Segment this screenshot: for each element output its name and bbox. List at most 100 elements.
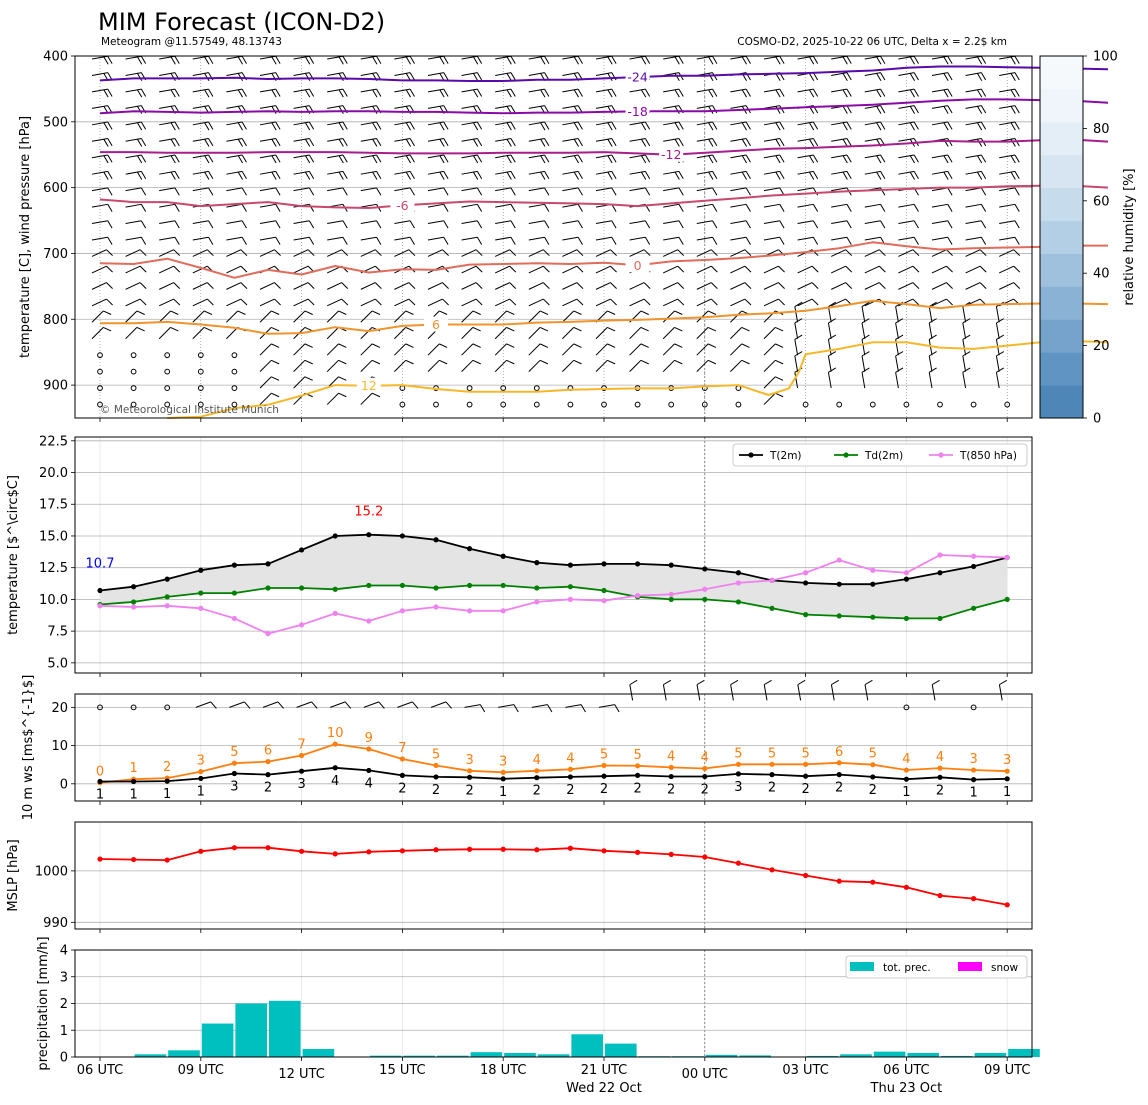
wind-barb <box>479 704 486 713</box>
wind-barb <box>763 282 779 290</box>
gust-value-label: 5 <box>869 747 877 762</box>
wind-barb <box>472 359 481 365</box>
wind-barb <box>962 306 967 323</box>
wind-barb <box>107 154 113 163</box>
wind-barb <box>528 121 545 126</box>
mean-wind-point <box>903 776 910 782</box>
wind-barb <box>494 265 510 274</box>
wind-barb <box>125 249 141 257</box>
temp-legend-label: T(2m) <box>769 450 802 462</box>
t850-series-point <box>97 603 103 609</box>
wind-barb <box>192 154 209 159</box>
wind-barb <box>576 298 584 306</box>
wind-barb <box>170 56 176 65</box>
wind-barb <box>928 339 933 356</box>
wind-barb <box>778 282 785 289</box>
wind-barb <box>696 249 712 257</box>
wind-barb <box>1014 121 1020 130</box>
wind-barb <box>811 265 819 273</box>
wind-barb <box>542 265 550 273</box>
wind-barb <box>338 392 347 398</box>
wind-barb <box>439 56 445 65</box>
wind-barb <box>614 704 620 713</box>
wind-barb <box>226 55 243 60</box>
wind-barb <box>203 326 213 332</box>
wind-barb <box>931 679 940 686</box>
wind-barb <box>125 121 142 126</box>
wind-barb-calm <box>500 401 507 408</box>
wind-barb <box>226 220 243 225</box>
mean-wind-point <box>198 775 204 782</box>
wind-barb <box>943 171 949 180</box>
wind-barb <box>931 105 948 109</box>
wind-barb <box>830 265 846 274</box>
wind-barb <box>544 171 550 180</box>
wind-barb <box>864 55 881 60</box>
wind-barb <box>678 88 684 97</box>
colorbar-band <box>1040 88 1083 123</box>
mean-wind-point <box>971 777 977 783</box>
wind-barb <box>241 187 247 196</box>
wind-barb <box>226 170 243 175</box>
wind-barb <box>371 343 381 348</box>
wind-barb <box>342 154 348 163</box>
wind-barb <box>846 105 852 114</box>
wind-barb <box>394 220 411 225</box>
wind-barb <box>976 122 983 131</box>
wind-barb <box>240 298 248 306</box>
wind-barb <box>830 249 846 257</box>
wind-barb <box>506 343 515 348</box>
wind-barb <box>595 187 612 192</box>
wind-barb <box>91 170 108 175</box>
t2m-series-point <box>433 537 439 543</box>
wind-barb <box>812 171 819 180</box>
wind-barb <box>271 376 280 381</box>
t850-series-point <box>399 608 405 614</box>
wind-barb <box>562 55 579 60</box>
gust-value-label: 6 <box>264 744 272 759</box>
wind-barb <box>644 88 651 97</box>
wind-barb <box>797 298 813 307</box>
mslp-point <box>971 896 977 902</box>
wind-barb <box>412 701 419 709</box>
wind-barb <box>125 154 142 159</box>
wind-barb <box>763 327 776 340</box>
wind-barb <box>103 155 109 164</box>
wind-barb <box>577 171 583 180</box>
wind-barb <box>763 265 779 274</box>
precip-bar <box>437 1055 469 1057</box>
wind-barb <box>730 88 747 93</box>
mslp-point <box>131 856 137 863</box>
wind-barb <box>577 187 583 196</box>
wind-barb <box>864 154 881 159</box>
wind-barb <box>293 88 310 93</box>
wind-barb <box>443 204 449 212</box>
precipitation-ytick-label: 3 <box>60 970 68 985</box>
wind-barb <box>293 138 310 142</box>
wind-barb <box>259 72 276 76</box>
wind-barb <box>472 326 481 332</box>
wind-barb <box>741 326 750 332</box>
wind-barb <box>674 310 683 315</box>
wind-barb <box>830 282 846 290</box>
wind-barb <box>159 220 176 225</box>
wind-barb <box>980 105 987 114</box>
wind-barb <box>763 298 779 307</box>
wind-barb <box>174 236 180 245</box>
wind-barb <box>360 282 376 290</box>
wind-barb <box>677 265 685 273</box>
t2m-series-line <box>99 533 1008 592</box>
precip-bar <box>302 1048 335 1057</box>
gust-point <box>534 768 540 774</box>
wind-barb <box>878 265 886 273</box>
wind-barb <box>293 55 310 60</box>
wind-barb <box>696 88 713 93</box>
mslp-point <box>265 845 271 851</box>
wind-barb <box>828 301 837 307</box>
wind-barb <box>778 265 785 273</box>
precip-legend-swatch <box>958 962 982 971</box>
wind-barb <box>394 310 407 323</box>
wind-barb <box>371 392 381 398</box>
wind-barb <box>730 170 747 175</box>
mean-wind-value-label: 1 <box>902 785 910 800</box>
